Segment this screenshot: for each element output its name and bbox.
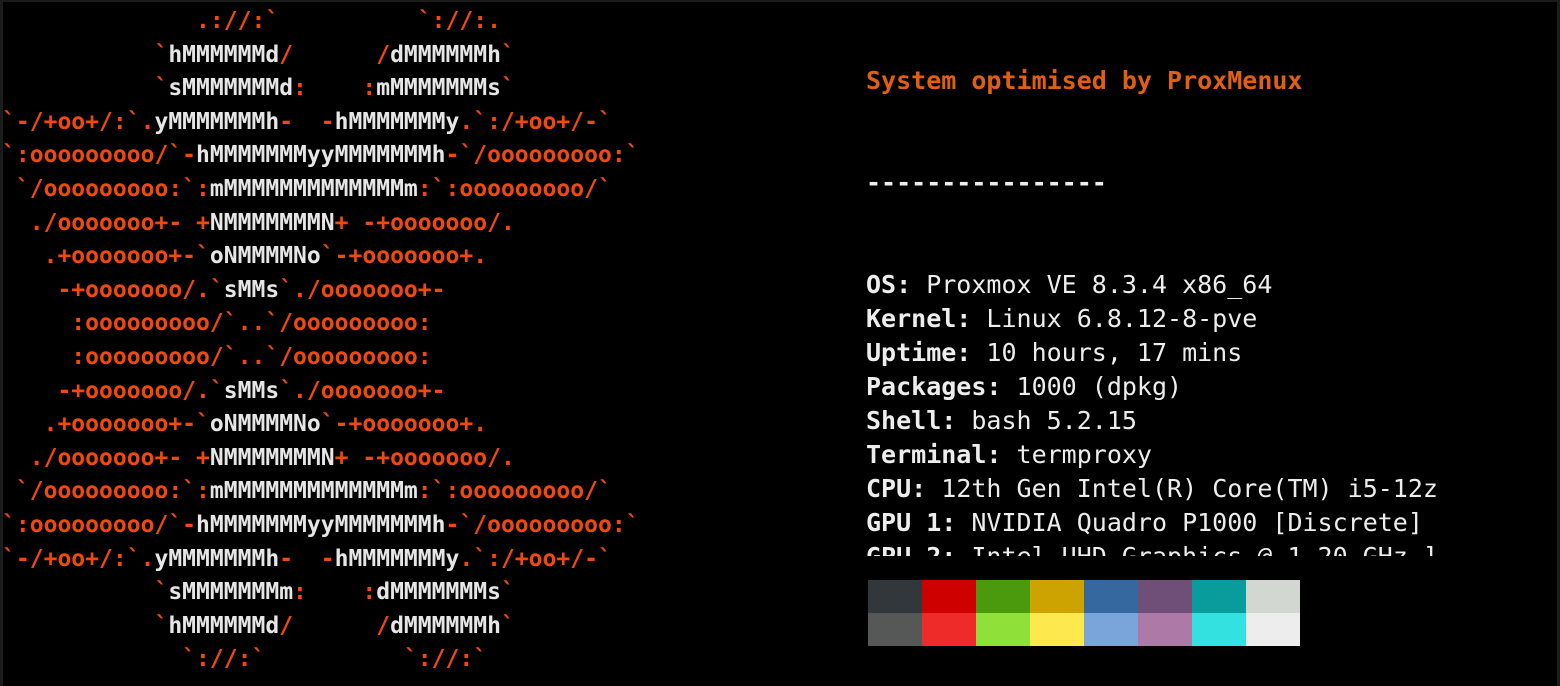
palette-swatch-normal [976,580,1030,613]
info-row: Shell: bash 5.2.15 [866,404,1560,438]
info-row-key: GPU 1: [866,508,957,537]
info-row: GPU 1: NVIDIA Quadro P1000 [Discrete] [866,506,1560,540]
info-row-key: OS: [866,270,912,299]
info-row-value: 1000 (dpkg) [1001,372,1183,401]
palette-swatch-normal [1246,580,1300,613]
info-title: System optimised by ProxMenux [866,66,1303,95]
info-row-key: Shell: [866,406,957,435]
info-row-value: Proxmox VE 8.3.4 x86_64 [911,270,1273,299]
terminal-color-palette [868,580,1300,646]
info-row-key: Terminal: [866,440,1002,469]
palette-row-bright [868,613,1300,646]
info-row-value: 10 hours, 17 mins [971,338,1243,367]
info-row: Uptime: 10 hours, 17 mins [866,336,1560,370]
palette-swatch-bright [1084,613,1138,646]
info-row: CPU: 12th Gen Intel(R) Core(TM) i5-12z [866,472,1560,506]
palette-swatch-normal [922,580,976,613]
info-row-key: Kernel: [866,304,972,333]
info-row-key: Packages: [866,372,1002,401]
info-row-value: Intel UHD Graphics @ 1.20 GHz ] [956,542,1438,556]
palette-swatch-bright [922,613,976,646]
palette-swatch-bright [1192,613,1246,646]
info-row: GPU 2: Intel UHD Graphics @ 1.20 GHz ] [866,540,1560,556]
info-rule: ---------------- [866,168,1107,197]
palette-swatch-bright [1246,613,1300,646]
palette-swatch-normal [1192,580,1246,613]
system-info-block: System optimised by ProxMenux ----------… [866,0,1560,556]
palette-swatch-normal [1084,580,1138,613]
palette-row-normal [868,580,1300,613]
proxmox-ascii-logo: .://:` `://:. `hMMMMMMd/ /dMMMMMMh` `sMM… [2,8,640,673]
info-rule-row: ---------------- [866,166,1560,200]
info-row-key: Uptime: [866,338,972,367]
info-row-value: NVIDIA Quadro P1000 [Discrete] [956,508,1423,537]
info-row: OS: Proxmox VE 8.3.4 x86_64 [866,268,1560,302]
palette-swatch-normal [1138,580,1192,613]
palette-swatch-bright [1030,613,1084,646]
palette-swatch-bright [868,613,922,646]
info-row-key: CPU: [866,474,927,503]
palette-swatch-normal [868,580,922,613]
info-row-value: Linux 6.8.12-8-pve [971,304,1258,333]
info-row: Kernel: Linux 6.8.12-8-pve [866,302,1560,336]
palette-swatch-normal [1030,580,1084,613]
info-rows: OS: Proxmox VE 8.3.4 x86_64 Kernel: Linux… [866,268,1560,556]
palette-swatch-bright [1138,613,1192,646]
info-row: Terminal: termproxy [866,438,1560,472]
info-row: Packages: 1000 (dpkg) [866,370,1560,404]
info-row-key: GPU 2: [866,542,956,556]
info-row-value: bash 5.2.15 [956,406,1137,435]
info-row-value: 12th Gen Intel(R) Core(TM) i5-12z [926,474,1438,503]
info-row-value: termproxy [1001,440,1152,469]
info-title-row: System optimised by ProxMenux [866,64,1560,98]
palette-swatch-bright [976,613,1030,646]
